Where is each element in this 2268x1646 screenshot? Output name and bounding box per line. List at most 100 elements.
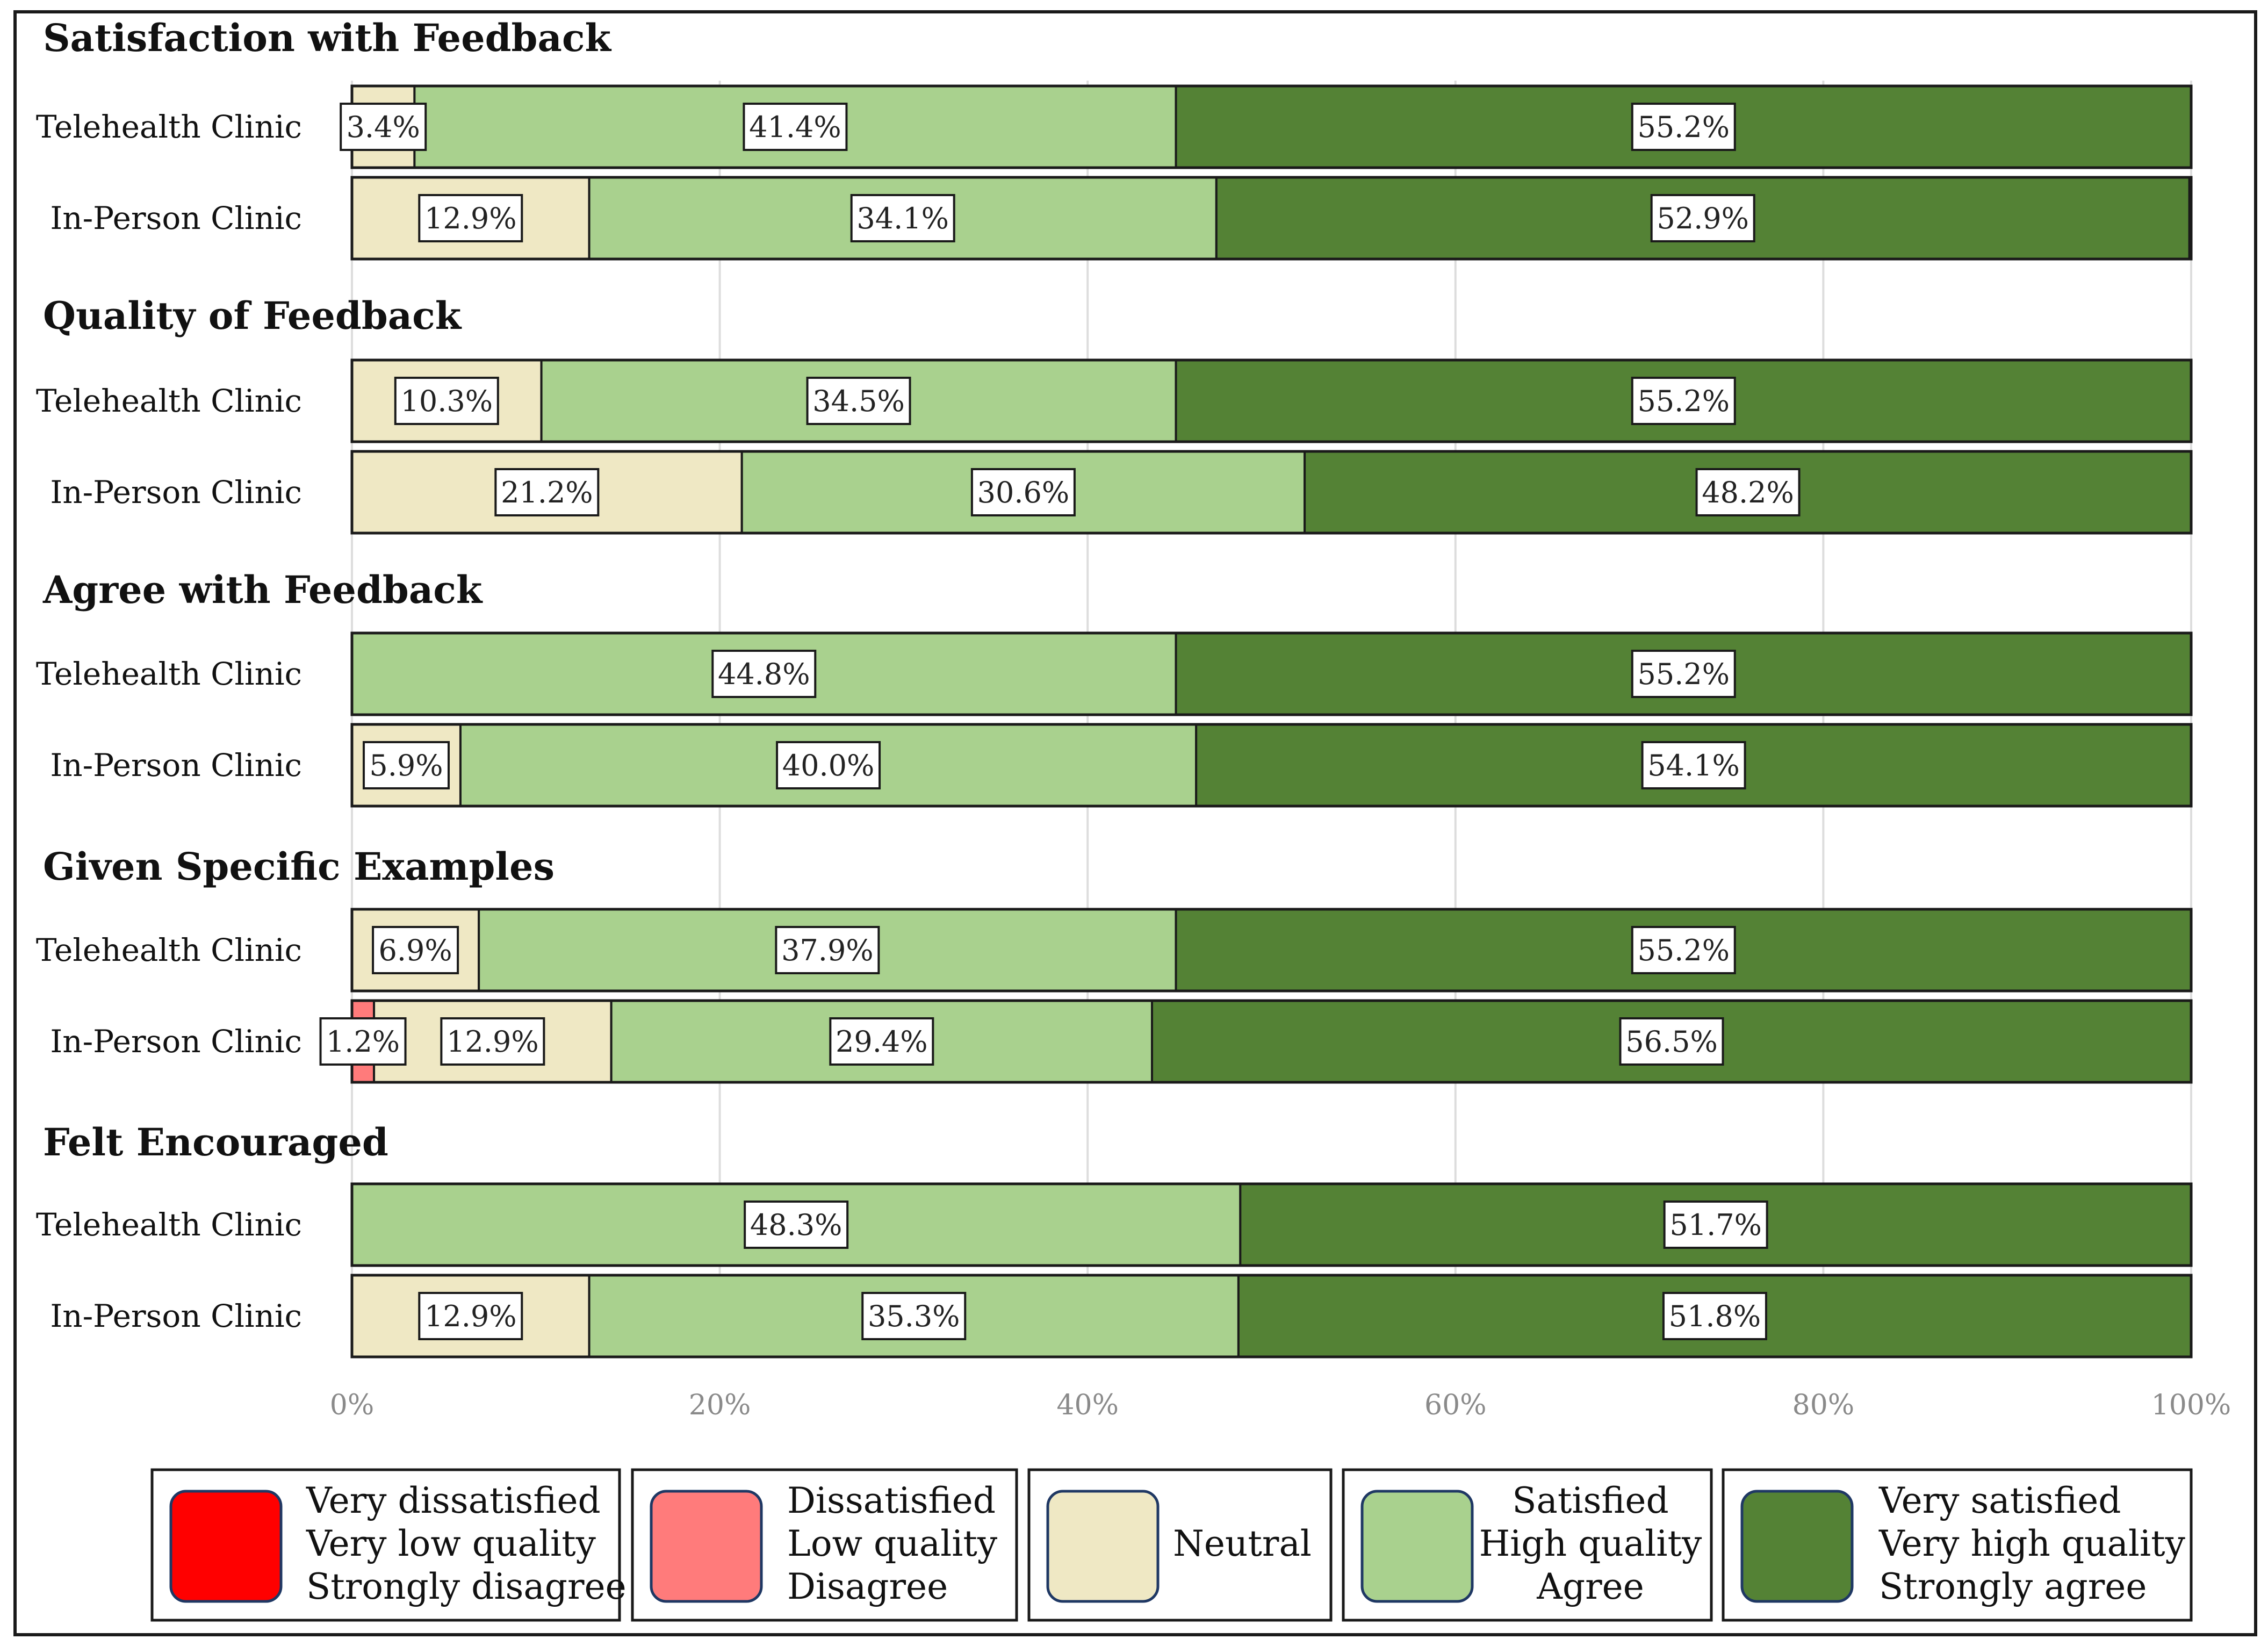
data-label: 21.2% <box>501 476 593 509</box>
data-label: 56.5% <box>1625 1025 1718 1059</box>
legend-swatch <box>169 1490 283 1603</box>
data-label-box <box>494 468 600 516</box>
row-label: In-Person Clinic <box>50 474 302 511</box>
data-label-box <box>394 377 499 425</box>
row-label: In-Person Clinic <box>50 200 302 236</box>
x-tick-label: 40% <box>1056 1389 1119 1421</box>
data-label-box <box>372 926 459 974</box>
data-label: 48.2% <box>1702 476 1794 509</box>
data-label: 30.6% <box>977 476 1070 509</box>
legend-label: Agree <box>1536 1566 1644 1607</box>
data-label-box <box>1619 1017 1724 1066</box>
x-tick-label: 0% <box>330 1389 375 1421</box>
row-label: Telehealth Clinic <box>36 383 302 419</box>
chart-frame <box>13 10 2257 1636</box>
data-label-box <box>1663 1201 1768 1249</box>
legend-label: Low quality <box>787 1523 998 1564</box>
legend-swatch <box>650 1490 763 1603</box>
titles-and-axis: 0% 20% 40% 60% 80% 100% Satisfaction with Feed… <box>36 16 2231 1421</box>
data-label: 3.4% <box>347 110 420 144</box>
row-label: Telehealth Clinic <box>36 109 302 145</box>
row-label: In-Person Clinic <box>50 747 302 784</box>
data-label: 34.5% <box>812 384 905 418</box>
data-label: 5.9% <box>369 749 443 782</box>
x-tick-label: 60% <box>1424 1389 1487 1421</box>
data-label: 44.8% <box>718 657 810 691</box>
row-label: In-Person Clinic <box>50 1023 302 1060</box>
data-label-box <box>775 926 880 974</box>
gridlines <box>351 81 2192 1357</box>
data-label: 55.2% <box>1637 384 1730 418</box>
data-label: 55.2% <box>1637 110 1730 144</box>
legend-label: Strongly agree <box>1879 1566 2147 1607</box>
data-label: 55.2% <box>1637 657 1730 691</box>
x-tick-label: 80% <box>1792 1389 1855 1421</box>
data-label: 51.7% <box>1669 1208 1762 1242</box>
legend-label: Strongly disagree <box>306 1566 627 1607</box>
data-label-box <box>829 1017 934 1066</box>
data-label-box <box>850 194 955 242</box>
data-label-box <box>743 103 848 151</box>
bar-outline <box>350 631 2193 716</box>
data-label-box <box>418 194 523 242</box>
data-label-box <box>711 650 817 698</box>
data-label: 48.3% <box>750 1208 843 1242</box>
bar-outline <box>350 450 2193 535</box>
legend-label: Very dissatisfied <box>306 1480 601 1521</box>
legend-swatch <box>1360 1490 1474 1603</box>
data-label-box <box>1641 741 1746 789</box>
bar-outline <box>350 723 2193 808</box>
data-label-box <box>340 103 427 151</box>
data-labels: 3.4% 41.4% 55.2% 12.9% 34.1% 52.9% 10.3% 34.5% 5… <box>319 103 1801 1340</box>
data-label-box <box>418 1292 523 1340</box>
bar-outline <box>350 1182 2193 1267</box>
data-label-box <box>362 741 450 789</box>
legend-label: Satisfied <box>1512 1480 1668 1521</box>
data-label-box <box>440 1017 545 1066</box>
data-label: 41.4% <box>749 110 841 144</box>
data-label: 1.2% <box>326 1025 400 1059</box>
data-label-box <box>744 1201 849 1249</box>
data-label: 6.9% <box>378 933 452 967</box>
data-label-box <box>970 468 1076 516</box>
group-title: Quality of Feedback <box>43 293 462 338</box>
legend-label: Disagree <box>787 1566 948 1607</box>
group-title: Agree with Feedback <box>42 567 483 612</box>
data-label: 12.9% <box>447 1025 539 1059</box>
row-label: Telehealth Clinic <box>36 932 302 968</box>
row-label: In-Person Clinic <box>50 1298 302 1334</box>
data-label: 40.0% <box>782 749 875 782</box>
legend-label: Very satisfied <box>1878 1480 2121 1521</box>
data-label-box <box>1631 377 1736 425</box>
bar-outline <box>350 358 2193 443</box>
data-label: 35.3% <box>868 1299 960 1333</box>
data-label-box <box>1631 926 1736 974</box>
legend-label: Very low quality <box>306 1523 596 1564</box>
data-label-box <box>1631 103 1736 151</box>
data-label: 54.1% <box>1647 749 1740 782</box>
bar-outline <box>350 908 2193 993</box>
group-title: Felt Encouraged <box>43 1120 388 1165</box>
data-label-box <box>1695 468 1801 516</box>
data-label: 29.4% <box>836 1025 928 1059</box>
data-label: 12.9% <box>424 202 517 235</box>
data-label-box <box>1662 1292 1767 1340</box>
legend-label: High quality <box>1479 1523 1702 1564</box>
data-label-box <box>861 1292 967 1340</box>
data-label: 51.8% <box>1669 1299 1761 1333</box>
bar-outline <box>350 176 2193 261</box>
data-label-box <box>776 741 881 789</box>
data-label: 55.2% <box>1637 933 1730 967</box>
row-label: Telehealth Clinic <box>36 1206 302 1243</box>
legend-label: Dissatisfied <box>787 1480 996 1521</box>
bar-outline <box>350 1274 2193 1359</box>
data-label: 12.9% <box>424 1299 517 1333</box>
data-label: 52.9% <box>1657 202 1749 235</box>
data-label: 34.1% <box>856 202 949 235</box>
data-label-box <box>319 1017 407 1066</box>
legend-swatch <box>1740 1490 1854 1603</box>
group-title: Given Specific Examples <box>43 844 555 889</box>
